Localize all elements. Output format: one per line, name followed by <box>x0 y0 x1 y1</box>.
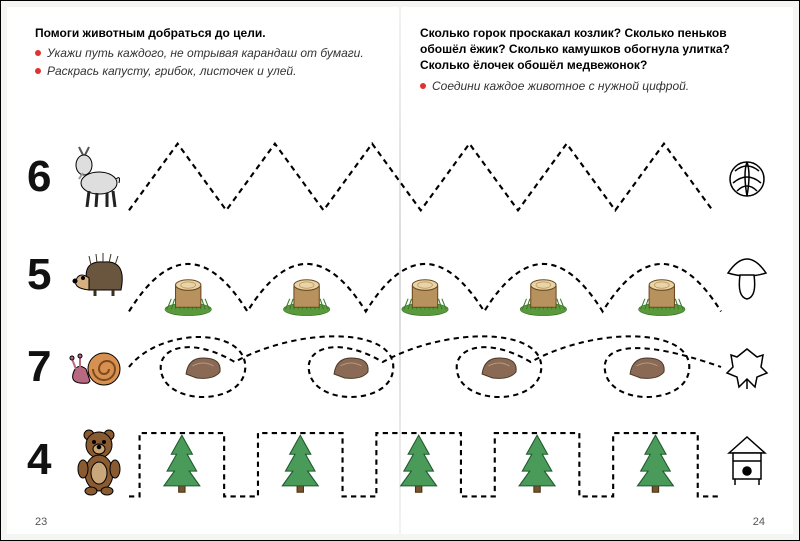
stump-icon <box>283 280 330 316</box>
stone-icon <box>186 358 220 378</box>
bullet-text: Раскрась капусту, грибок, листочек и уле… <box>47 63 296 79</box>
number-label: 6 <box>27 152 69 202</box>
tree-icon <box>282 435 318 492</box>
bullet-item: Раскрась капусту, грибок, листочек и уле… <box>35 63 380 79</box>
worksheet-page: Помоги животным добраться до цели. Укажи… <box>7 7 793 534</box>
number-label: 4 <box>27 435 69 485</box>
bullet-dot-icon <box>420 83 426 89</box>
number-label: 5 <box>27 250 69 300</box>
bullet-text: Укажи путь каждого, не отрывая карандаш … <box>47 45 364 61</box>
tree-icon <box>519 435 555 492</box>
mushroom-icon <box>721 240 773 310</box>
beehive-icon <box>721 425 773 495</box>
tree-icon <box>164 435 200 492</box>
row-bear: 4 <box>27 412 773 507</box>
stone-icon <box>334 358 368 378</box>
cabbage-icon <box>721 142 773 212</box>
bullet-dot-icon <box>35 68 41 74</box>
goat-icon <box>69 142 129 212</box>
stump-icon <box>165 280 212 316</box>
zigzag-track <box>129 127 721 227</box>
bullet-dot-icon <box>35 50 41 56</box>
exercise-rows: 6 <box>27 127 773 510</box>
tree-icon <box>637 435 673 492</box>
tree-icon <box>401 435 437 492</box>
stump-icon <box>639 280 686 316</box>
leaf-icon <box>721 332 773 402</box>
page-number-left: 23 <box>35 516 47 528</box>
row-hedgehog: 5 <box>27 227 773 322</box>
row-snail: 7 <box>27 322 773 412</box>
stump-icon <box>402 280 449 316</box>
right-column: Сколько горок проскакал козлик? Сколько … <box>420 25 765 96</box>
stone-icon <box>482 358 516 378</box>
loops-track <box>129 322 721 412</box>
left-title: Помоги животным добраться до цели. <box>35 25 380 41</box>
number-label: 7 <box>27 342 69 392</box>
right-title: Сколько горок проскакал козлик? Сколько … <box>420 25 765 74</box>
stone-icon <box>630 358 664 378</box>
page-number-right: 24 <box>753 516 765 528</box>
bear-icon <box>69 425 129 495</box>
stump-icon <box>520 280 567 316</box>
row-goat: 6 <box>27 127 773 227</box>
snail-icon <box>69 332 129 402</box>
bullet-item: Соедини каждое животное с нужной цифрой. <box>420 78 765 94</box>
bullet-item: Укажи путь каждого, не отрывая карандаш … <box>35 45 380 61</box>
bullet-text: Соедини каждое животное с нужной цифрой. <box>432 78 689 94</box>
hedgehog-icon <box>69 240 129 310</box>
squares-track <box>129 412 721 507</box>
left-column: Помоги животным добраться до цели. Укажи… <box>35 25 380 96</box>
arches-track <box>129 227 721 322</box>
